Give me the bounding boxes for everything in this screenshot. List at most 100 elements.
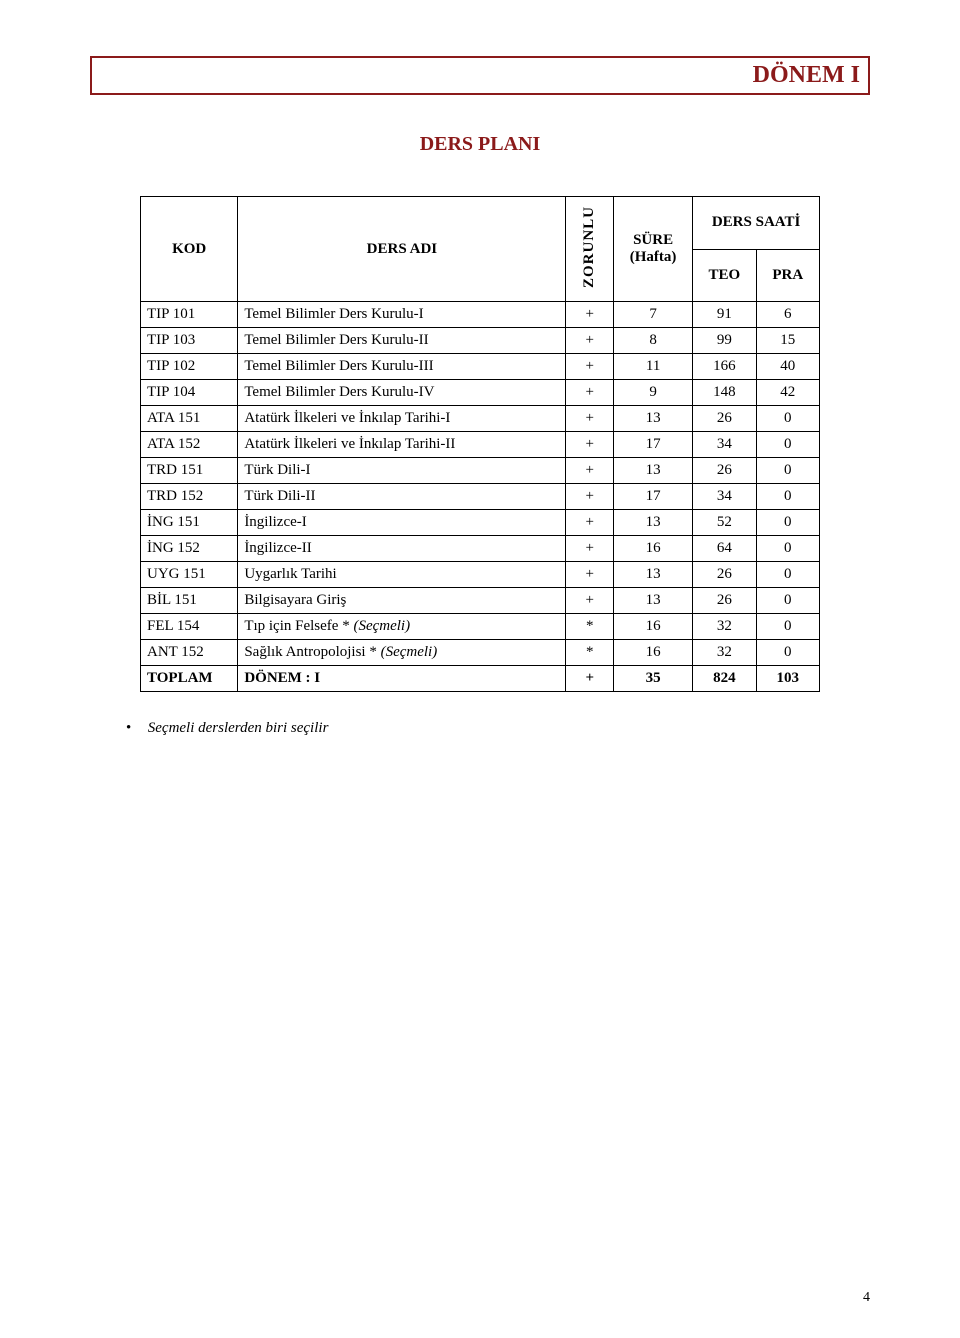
document-title: DERS PLANI <box>90 133 870 156</box>
cell-code: TRD 151 <box>141 458 238 484</box>
cell-sure: 8 <box>614 328 693 354</box>
cell-sure: 7 <box>614 302 693 328</box>
cell-teo: 26 <box>693 562 756 588</box>
cell-name: Temel Bilimler Ders Kurulu-II <box>238 328 566 354</box>
table-row: ANT 152Sağlık Antropolojisi * (Seçmeli)*… <box>141 640 820 666</box>
cell-sure: 16 <box>614 640 693 666</box>
page: DÖNEM I DERS PLANI KOD DERS ADI ZORUNLU … <box>0 0 960 1338</box>
cell-teo: 148 <box>693 380 756 406</box>
cell-code: ANT 152 <box>141 640 238 666</box>
cell-pra: 103 <box>756 666 819 692</box>
cell-code: TIP 104 <box>141 380 238 406</box>
cell-pra: 6 <box>756 302 819 328</box>
cell-zor: + <box>566 588 614 614</box>
course-table-body: TIP 101Temel Bilimler Ders Kurulu-I+7916… <box>141 302 820 692</box>
cell-name: DÖNEM : I <box>238 666 566 692</box>
cell-pra: 0 <box>756 484 819 510</box>
col-ders-adi: DERS ADI <box>238 197 566 302</box>
table-row: TIP 103Temel Bilimler Ders Kurulu-II+899… <box>141 328 820 354</box>
cell-teo: 26 <box>693 406 756 432</box>
cell-teo: 824 <box>693 666 756 692</box>
cell-teo: 26 <box>693 458 756 484</box>
col-zorunlu-label: ZORUNLU <box>581 206 598 288</box>
cell-name: Türk Dili-II <box>238 484 566 510</box>
cell-name: Temel Bilimler Ders Kurulu-I <box>238 302 566 328</box>
cell-zor: + <box>566 328 614 354</box>
cell-pra: 42 <box>756 380 819 406</box>
cell-pra: 40 <box>756 354 819 380</box>
cell-code: İNG 152 <box>141 536 238 562</box>
course-table: KOD DERS ADI ZORUNLU SÜRE (Hafta) DERS S… <box>140 196 820 692</box>
table-row: TRD 152Türk Dili-II+17340 <box>141 484 820 510</box>
cell-zor: + <box>566 484 614 510</box>
cell-code: BİL 151 <box>141 588 238 614</box>
cell-sure: 16 <box>614 536 693 562</box>
cell-sure: 17 <box>614 484 693 510</box>
col-kod: KOD <box>141 197 238 302</box>
cell-name: Temel Bilimler Ders Kurulu-IV <box>238 380 566 406</box>
cell-code: TIP 102 <box>141 354 238 380</box>
cell-teo: 32 <box>693 614 756 640</box>
course-table-wrap: KOD DERS ADI ZORUNLU SÜRE (Hafta) DERS S… <box>140 196 820 692</box>
cell-name: Bilgisayara Giriş <box>238 588 566 614</box>
cell-pra: 0 <box>756 562 819 588</box>
col-teo: TEO <box>693 249 756 302</box>
cell-name: Uygarlık Tarihi <box>238 562 566 588</box>
cell-sure: 9 <box>614 380 693 406</box>
table-row-total: TOPLAMDÖNEM : I+35824103 <box>141 666 820 692</box>
cell-zor: + <box>566 432 614 458</box>
table-row: ATA 151Atatürk İlkeleri ve İnkılap Tarih… <box>141 406 820 432</box>
cell-teo: 34 <box>693 484 756 510</box>
bullet-icon: • <box>126 720 144 737</box>
page-number: 4 <box>863 1290 870 1306</box>
cell-teo: 166 <box>693 354 756 380</box>
col-ders-saati: DERS SAATİ <box>693 197 820 250</box>
cell-sure: 13 <box>614 458 693 484</box>
cell-zor: + <box>566 406 614 432</box>
cell-sure: 13 <box>614 406 693 432</box>
cell-pra: 0 <box>756 458 819 484</box>
col-sure: SÜRE (Hafta) <box>614 197 693 302</box>
cell-zor: * <box>566 640 614 666</box>
cell-zor: + <box>566 510 614 536</box>
table-row: TRD 151Türk Dili-I+13260 <box>141 458 820 484</box>
cell-zor: + <box>566 666 614 692</box>
cell-code: TOPLAM <box>141 666 238 692</box>
cell-pra: 0 <box>756 406 819 432</box>
cell-code: TRD 152 <box>141 484 238 510</box>
cell-sure: 11 <box>614 354 693 380</box>
table-row: FEL 154Tıp için Felsefe * (Seçmeli)*1632… <box>141 614 820 640</box>
cell-zor: + <box>566 354 614 380</box>
cell-teo: 52 <box>693 510 756 536</box>
cell-teo: 64 <box>693 536 756 562</box>
table-row: İNG 152İngilizce-II+16640 <box>141 536 820 562</box>
cell-pra: 0 <box>756 640 819 666</box>
cell-zor: + <box>566 302 614 328</box>
header-title: DÖNEM I <box>100 62 860 89</box>
table-row: İNG 151İngilizce-I+13520 <box>141 510 820 536</box>
cell-zor: * <box>566 614 614 640</box>
cell-code: TIP 101 <box>141 302 238 328</box>
cell-zor: + <box>566 458 614 484</box>
header-row-1: KOD DERS ADI ZORUNLU SÜRE (Hafta) DERS S… <box>141 197 820 250</box>
footnote-text: Seçmeli derslerden biri seçilir <box>148 720 329 736</box>
cell-sure: 13 <box>614 588 693 614</box>
cell-sure: 13 <box>614 562 693 588</box>
cell-teo: 32 <box>693 640 756 666</box>
cell-name: Atatürk İlkeleri ve İnkılap Tarihi-I <box>238 406 566 432</box>
table-row: TIP 101Temel Bilimler Ders Kurulu-I+7916 <box>141 302 820 328</box>
cell-zor: + <box>566 562 614 588</box>
cell-teo: 91 <box>693 302 756 328</box>
table-row: UYG 151Uygarlık Tarihi+13260 <box>141 562 820 588</box>
cell-name: Tıp için Felsefe * (Seçmeli) <box>238 614 566 640</box>
cell-pra: 0 <box>756 432 819 458</box>
cell-sure: 35 <box>614 666 693 692</box>
cell-code: UYG 151 <box>141 562 238 588</box>
cell-code: FEL 154 <box>141 614 238 640</box>
cell-pra: 0 <box>756 536 819 562</box>
cell-code: ATA 151 <box>141 406 238 432</box>
cell-pra: 0 <box>756 510 819 536</box>
cell-pra: 0 <box>756 614 819 640</box>
col-zorunlu: ZORUNLU <box>566 197 614 302</box>
cell-name: Türk Dili-I <box>238 458 566 484</box>
